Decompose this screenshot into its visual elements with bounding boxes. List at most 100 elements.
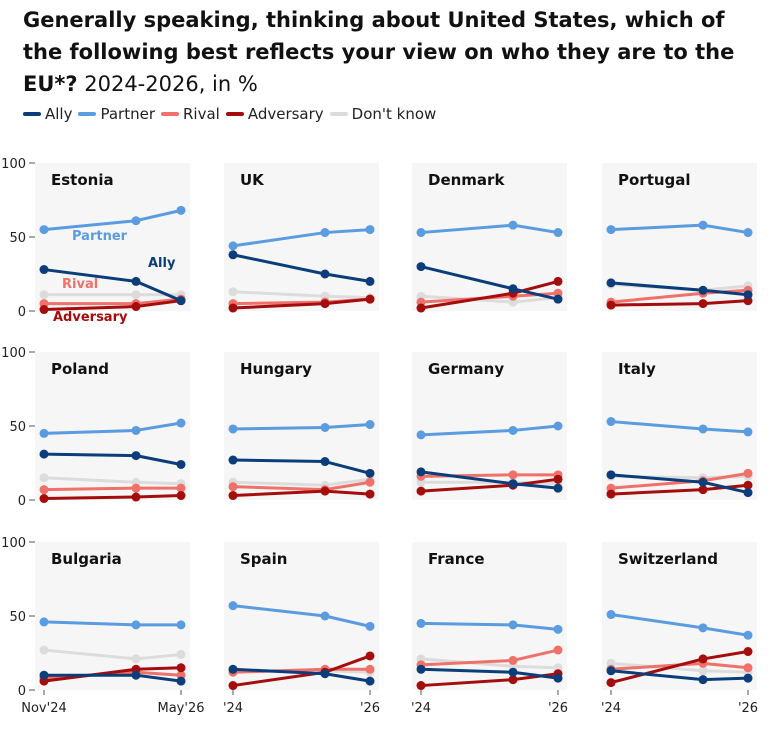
- legend-swatch-adversary: [225, 112, 244, 116]
- data-point-adversary: [39, 305, 49, 315]
- data-point-don-t-know: [131, 654, 141, 664]
- data-point-partner: [131, 620, 141, 630]
- data-point-ally: [39, 670, 49, 680]
- data-point-adversary: [365, 651, 375, 661]
- data-point-ally: [365, 676, 375, 686]
- chart-title-rest: 2024-2026, in %: [77, 72, 258, 96]
- data-point-partner: [553, 624, 563, 634]
- panel-title: UK: [240, 171, 265, 189]
- panel-denmark: Denmark: [412, 163, 567, 313]
- x-tick-label: '26: [548, 701, 568, 716]
- panel-title: Estonia: [51, 171, 114, 189]
- data-point-ally: [131, 670, 141, 680]
- data-point-ally: [698, 285, 708, 295]
- data-point-adversary: [228, 681, 238, 691]
- data-point-partner: [320, 422, 330, 432]
- data-point-partner: [698, 424, 708, 434]
- data-point-partner: [176, 205, 186, 215]
- data-point-partner: [320, 611, 330, 621]
- data-point-ally: [743, 673, 753, 683]
- data-point-adversary: [743, 647, 753, 657]
- y-tick-label: 50: [9, 610, 26, 625]
- panel-title: Hungary: [240, 360, 312, 378]
- data-point-ally: [508, 479, 518, 489]
- panel-poland: Poland 0 50 100: [1, 346, 190, 509]
- y-tick-label: 0: [18, 305, 26, 320]
- data-point-ally: [228, 664, 238, 674]
- data-point-ally: [320, 669, 330, 679]
- data-point-partner: [228, 424, 238, 434]
- y-tick-label: 50: [9, 420, 26, 435]
- data-point-ally: [553, 483, 563, 493]
- legend-swatch-partner: [78, 112, 97, 116]
- data-point-partner: [508, 425, 518, 435]
- data-point-ally: [228, 455, 238, 465]
- data-point-adversary: [698, 654, 708, 664]
- legend-item-adversary: Adversary: [225, 105, 324, 123]
- data-point-ally: [508, 284, 518, 294]
- data-point-rival: [365, 664, 375, 674]
- x-tick-label: '24: [411, 701, 431, 716]
- y-tick-label: 100: [1, 346, 26, 361]
- data-point-adversary: [743, 480, 753, 490]
- chart-title-bold: Generally speaking, thinking about Unite…: [23, 8, 735, 96]
- y-tick-label: 100: [1, 536, 26, 551]
- data-point-partner: [416, 618, 426, 628]
- data-point-ally: [606, 278, 616, 288]
- x-tick-label: May'26: [158, 701, 205, 716]
- data-point-ally: [365, 468, 375, 478]
- data-point-partner: [39, 225, 49, 235]
- data-point-ally: [320, 457, 330, 467]
- inline-label-ally: Ally: [148, 256, 176, 271]
- panel-background: [224, 542, 379, 690]
- data-point-partner: [698, 220, 708, 230]
- data-point-adversary: [416, 486, 426, 496]
- data-point-rival: [365, 477, 375, 487]
- data-point-ally: [508, 667, 518, 677]
- data-point-partner: [131, 425, 141, 435]
- legend-label-rival: Rival: [183, 105, 220, 123]
- data-point-partner: [606, 417, 616, 427]
- data-point-adversary: [176, 663, 186, 673]
- data-point-don-t-know: [228, 287, 238, 297]
- data-point-don-t-know: [39, 473, 49, 483]
- data-point-adversary: [606, 300, 616, 310]
- data-point-partner: [131, 216, 141, 226]
- panel-title: Denmark: [428, 171, 505, 189]
- panel-title: Germany: [428, 360, 504, 378]
- panel-switzerland: Switzerland '24 '26: [601, 542, 758, 716]
- data-point-adversary: [553, 474, 563, 484]
- inline-label-rival: Rival: [62, 277, 98, 292]
- data-point-rival: [743, 468, 753, 478]
- legend-label-adversary: Adversary: [247, 105, 324, 123]
- y-tick-label: 100: [1, 157, 26, 172]
- data-point-ally: [131, 451, 141, 461]
- panel-portugal: Portugal: [602, 163, 757, 311]
- data-point-rival: [131, 483, 141, 493]
- inline-label-partner: Partner: [72, 229, 128, 244]
- data-point-partner: [320, 228, 330, 238]
- legend-item-ally: Ally: [23, 105, 72, 123]
- data-point-ally: [416, 467, 426, 477]
- data-point-partner: [176, 418, 186, 428]
- legend-label-dont-know: Don't know: [351, 105, 437, 123]
- panel-italy: Italy: [602, 352, 757, 500]
- data-point-ally: [131, 276, 141, 286]
- data-point-adversary: [228, 303, 238, 313]
- data-point-adversary: [320, 299, 330, 309]
- panel-france: France '24 '26: [411, 542, 568, 716]
- data-point-adversary: [698, 299, 708, 309]
- panel-background: [35, 542, 190, 690]
- data-point-ally: [743, 488, 753, 498]
- data-point-partner: [743, 427, 753, 437]
- x-tick-label: '26: [360, 701, 380, 716]
- data-point-partner: [606, 610, 616, 620]
- data-point-adversary: [39, 494, 49, 504]
- legend-swatch-ally: [23, 112, 41, 116]
- data-point-ally: [416, 664, 426, 674]
- panel-background: [35, 163, 190, 311]
- legend-item-partner: Partner: [78, 105, 155, 123]
- data-point-partner: [228, 601, 238, 611]
- x-tick-label: '26: [738, 701, 758, 716]
- data-point-partner: [365, 225, 375, 235]
